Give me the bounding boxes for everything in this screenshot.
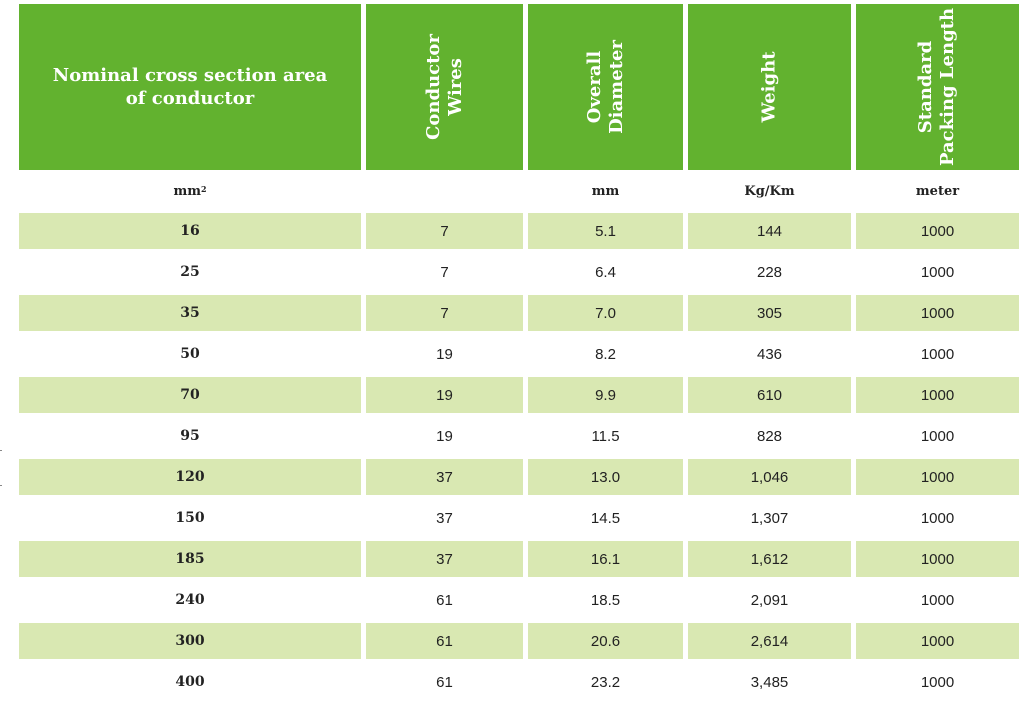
cell-length: 1000 <box>920 427 955 445</box>
cell-length: 1000 <box>920 345 955 363</box>
cell-length: 1000 <box>856 377 1019 413</box>
cell-diameter: 8.2 <box>595 345 616 363</box>
cell-area: 50 <box>180 346 200 362</box>
header-overall-diameter-label: Overall Diameter <box>583 40 627 134</box>
cell-area: 120 <box>19 459 361 495</box>
header-conductor-wires-label: Conductor Wires <box>422 34 466 140</box>
cell-weight: 1,307 <box>750 509 789 527</box>
cell-wires: 19 <box>436 427 453 445</box>
edge-tick <box>0 450 2 451</box>
cell-wires: 37 <box>436 509 453 527</box>
header-conductor-wires: Conductor Wires <box>366 4 523 170</box>
cell-weight: 3,485 <box>750 673 789 691</box>
cell-wires: 61 <box>436 591 453 609</box>
cell-diameter: 20.6 <box>528 623 683 659</box>
cell-diameter: 13.0 <box>528 459 683 495</box>
edge-tick <box>0 485 2 486</box>
cell-diameter: 16.1 <box>528 541 683 577</box>
header-standard-packing-length: Standard Packing Length <box>856 4 1019 170</box>
unit-wires <box>366 175 523 208</box>
cell-weight: 436 <box>756 345 783 363</box>
cell-diameter: 5.1 <box>528 213 683 249</box>
cell-area: 95 <box>180 428 200 444</box>
cell-length: 1000 <box>856 459 1019 495</box>
cell-area: 150 <box>175 510 205 526</box>
header-weight-label: Weight <box>758 51 780 123</box>
cell-length: 1000 <box>920 263 955 281</box>
cell-diameter: 18.5 <box>590 591 621 609</box>
header-overall-diameter: Overall Diameter <box>528 4 683 170</box>
cell-weight: 610 <box>688 377 851 413</box>
header-weight: Weight <box>688 4 851 170</box>
cell-wires: 37 <box>366 459 523 495</box>
cell-length: 1000 <box>856 213 1019 249</box>
header-nominal-cross-section: Nominal cross section area of conductor <box>19 4 361 170</box>
cell-length: 1000 <box>856 541 1019 577</box>
header-nominal-cross-section-label: Nominal cross section area of conductor <box>52 65 328 109</box>
cell-weight: 305 <box>688 295 851 331</box>
cell-weight: 1,046 <box>688 459 851 495</box>
cell-diameter: 6.4 <box>595 263 616 281</box>
unit-weight: Kg/Km <box>744 184 795 199</box>
cell-diameter: 7.0 <box>528 295 683 331</box>
cell-wires: 61 <box>366 623 523 659</box>
cell-wires: 19 <box>366 377 523 413</box>
cell-diameter: 9.9 <box>528 377 683 413</box>
cell-length: 1000 <box>856 623 1019 659</box>
cell-weight: 144 <box>688 213 851 249</box>
cell-weight: 828 <box>756 427 783 445</box>
cell-length: 1000 <box>856 295 1019 331</box>
cell-diameter: 14.5 <box>590 509 621 527</box>
cell-area: 25 <box>180 264 200 280</box>
unit-length: meter <box>915 184 960 199</box>
unit-area: mm 2 <box>173 183 207 200</box>
cell-diameter: 23.2 <box>590 673 621 691</box>
cell-area: 240 <box>175 592 205 608</box>
cell-wires: 19 <box>436 345 453 363</box>
cell-area: 16 <box>19 213 361 249</box>
cell-weight: 228 <box>756 263 783 281</box>
cell-wires: 7 <box>366 295 523 331</box>
cell-area: 300 <box>19 623 361 659</box>
cell-wires: 7 <box>366 213 523 249</box>
cell-weight: 2,091 <box>750 591 789 609</box>
cell-area: 185 <box>19 541 361 577</box>
cell-weight: 2,614 <box>688 623 851 659</box>
cell-wires: 61 <box>436 673 453 691</box>
cell-area: 35 <box>19 295 361 331</box>
cell-weight: 1,612 <box>688 541 851 577</box>
cell-length: 1000 <box>920 673 955 691</box>
cell-length: 1000 <box>920 591 955 609</box>
cell-wires: 37 <box>366 541 523 577</box>
cell-wires: 7 <box>440 263 449 281</box>
cell-length: 1000 <box>920 509 955 527</box>
cell-area: 400 <box>175 674 205 690</box>
unit-diameter: mm <box>591 184 620 199</box>
cell-diameter: 11.5 <box>591 427 620 445</box>
header-standard-packing-length-label: Standard Packing Length <box>915 7 959 167</box>
cell-area: 70 <box>19 377 361 413</box>
